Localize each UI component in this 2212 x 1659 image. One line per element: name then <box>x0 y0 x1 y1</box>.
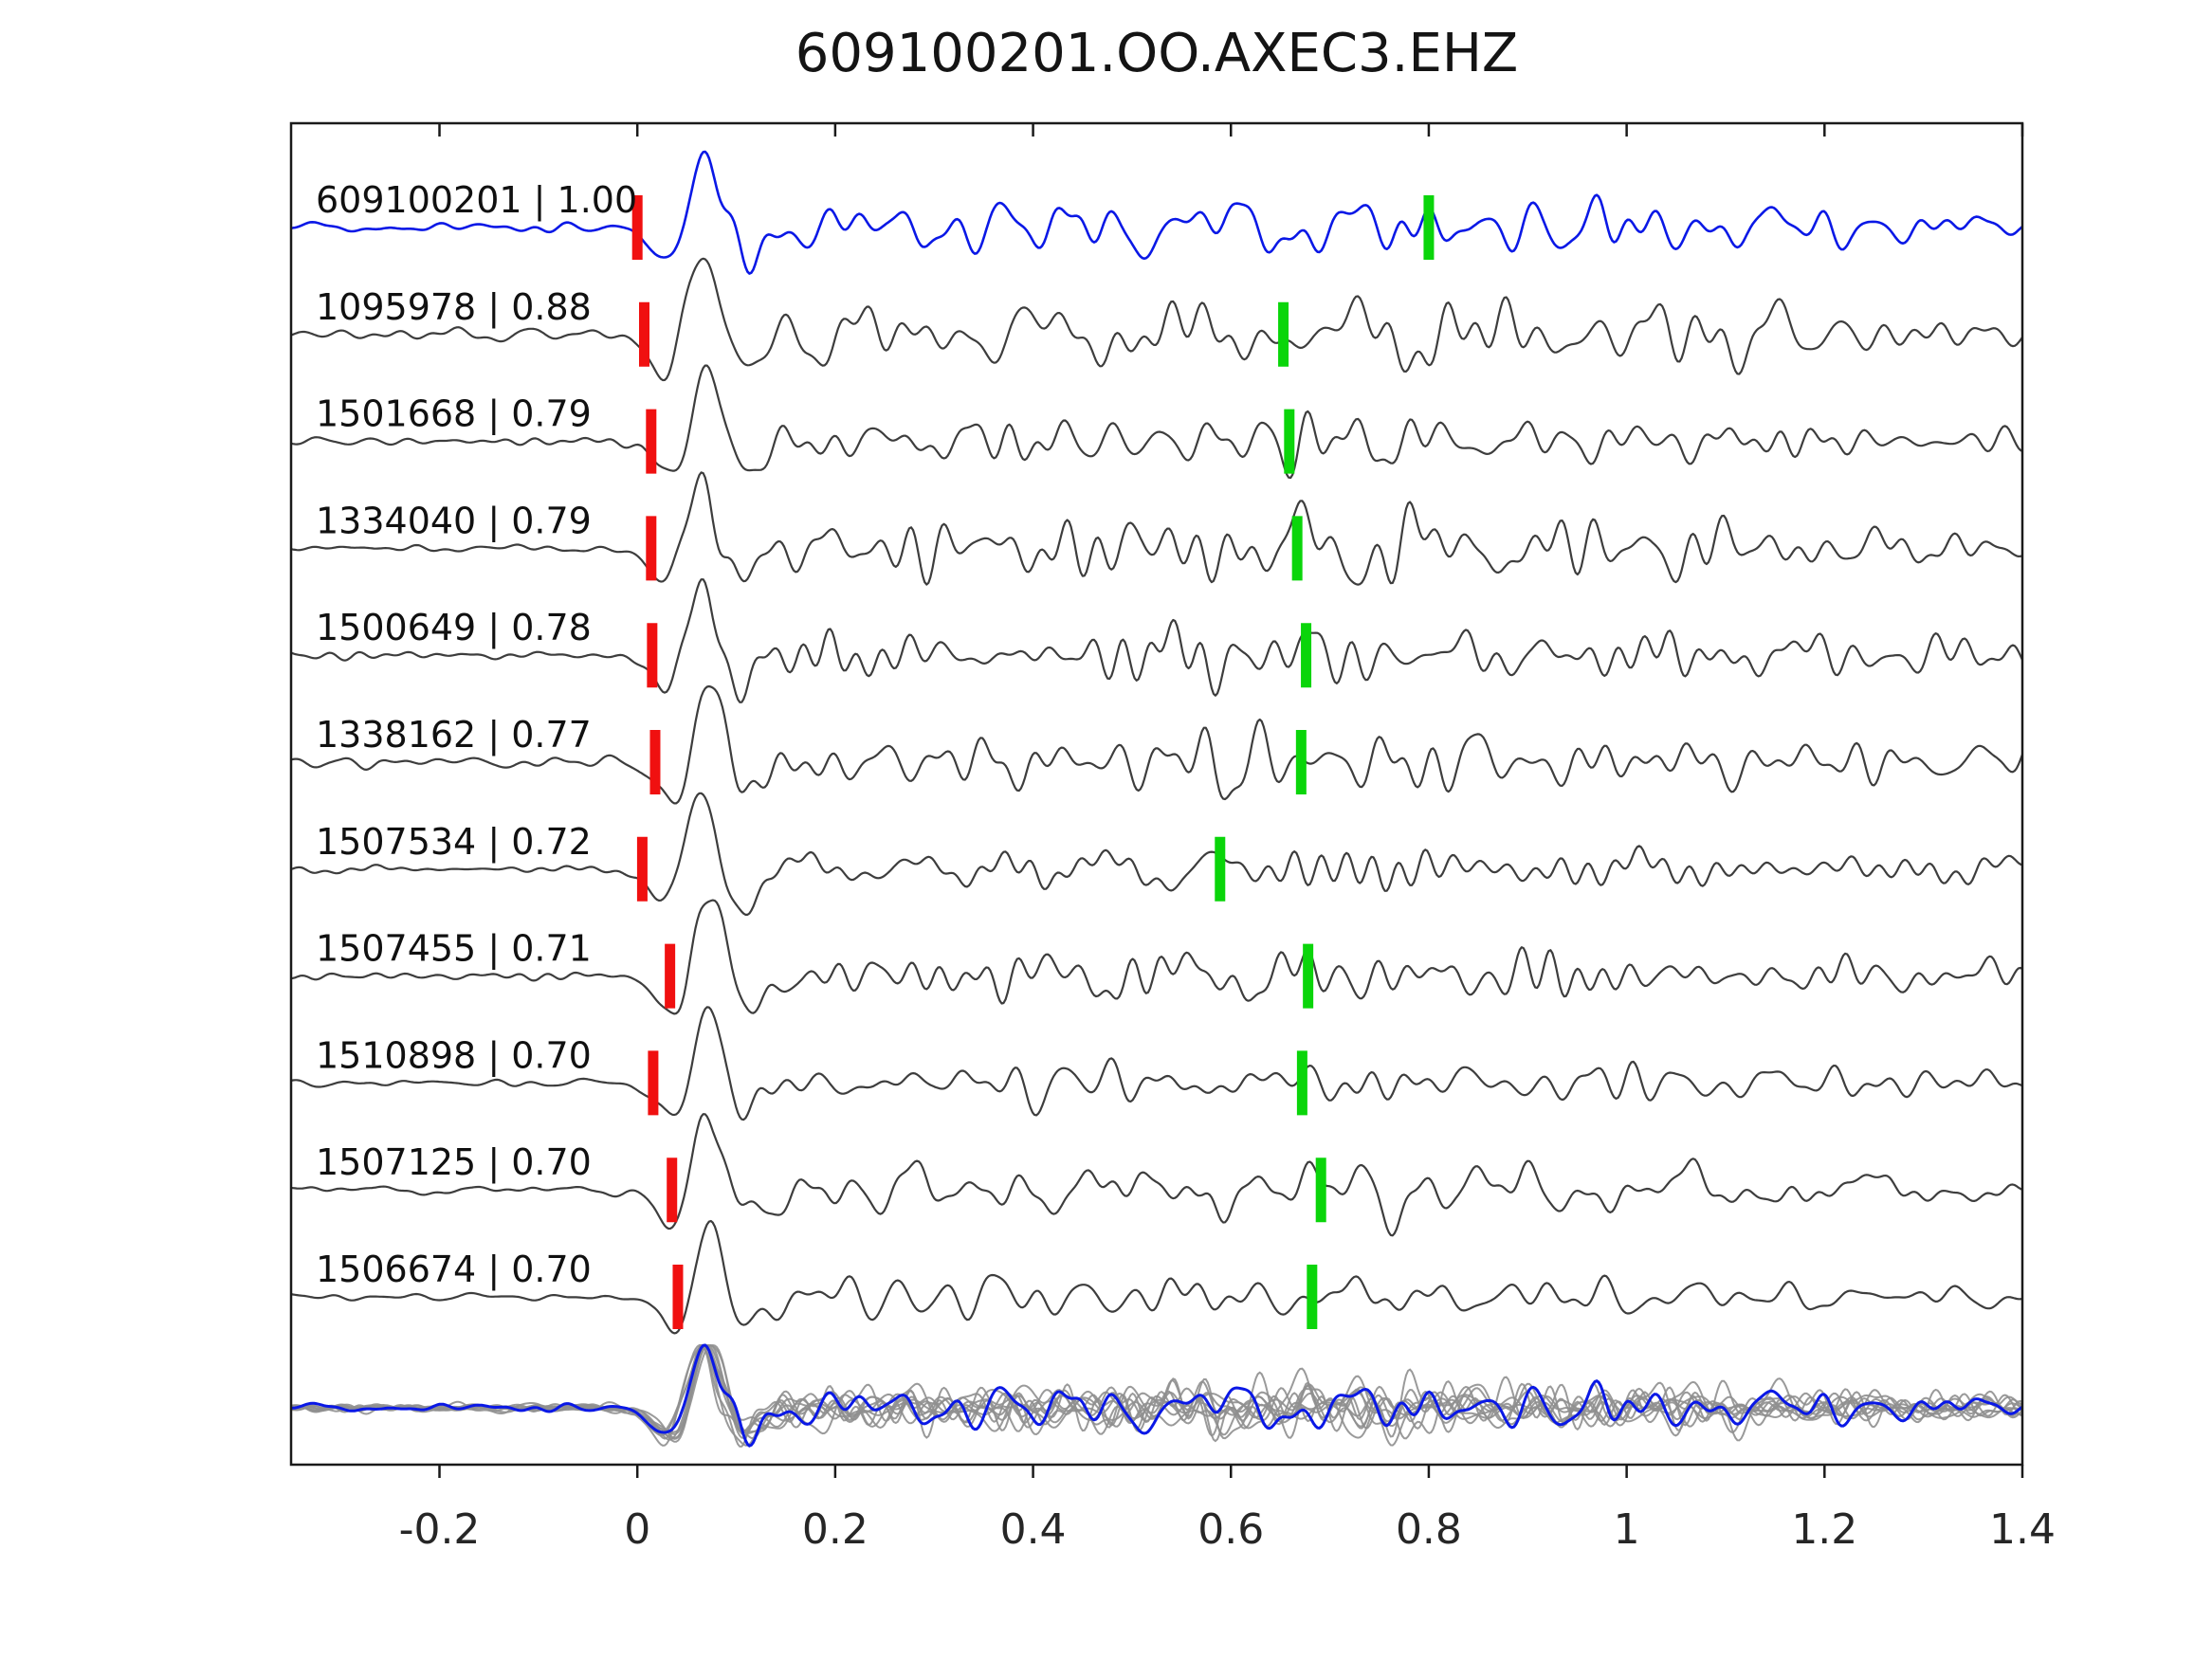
trace-label: 1507455 | 0.71 <box>316 928 592 971</box>
x-tick-label: 0.6 <box>1197 1505 1264 1554</box>
trace-label: 1510898 | 0.70 <box>316 1034 592 1077</box>
x-tick-label: 1 <box>1614 1505 1640 1554</box>
trace-label: 1338162 | 0.77 <box>316 714 592 757</box>
overlay-waveform-1506674 <box>291 1343 2022 1439</box>
overlay-waveform-1507125 <box>291 1344 2022 1447</box>
trace-waveform-1501668 <box>291 364 2022 480</box>
trace-label: 1507125 | 0.70 <box>316 1141 592 1184</box>
trace-label: 1501668 | 0.79 <box>316 393 592 436</box>
trace-label: 1500649 | 0.78 <box>316 607 592 649</box>
x-tick-label: 0 <box>624 1505 650 1554</box>
trace-label: 1506674 | 0.70 <box>316 1249 592 1291</box>
trace-waveform-609100201 <box>291 150 2022 275</box>
trace-waveform-1095978 <box>291 257 2022 382</box>
plot-border <box>289 121 2024 1467</box>
overlay-waveform-1338162 <box>291 1343 2022 1443</box>
trace-waveform-1334040 <box>291 471 2022 586</box>
trace-waveform-1507125 <box>291 1113 2022 1237</box>
trace-label: 1334040 | 0.79 <box>316 500 592 542</box>
trace-waveform-1506674 <box>291 1219 2022 1335</box>
trace-label: 1095978 | 0.88 <box>316 286 592 329</box>
x-tick-label: -0.2 <box>399 1505 481 1554</box>
overlay-waveform-1507455 <box>291 1343 2022 1440</box>
trace-label: 609100201 | 1.00 <box>316 179 637 222</box>
template-overlay-waveform <box>291 1343 2022 1448</box>
trace-label: 1507534 | 0.72 <box>316 821 592 864</box>
trace-waveform-1507455 <box>291 899 2022 1015</box>
trace-waveform-1338162 <box>291 684 2022 805</box>
overlay-waveform-1334040 <box>291 1343 2022 1439</box>
trace-waveform-1500649 <box>291 578 2022 703</box>
x-tick-label: 1.2 <box>1791 1505 1857 1554</box>
x-tick-label: 0.2 <box>802 1505 868 1554</box>
x-tick-label: 0.4 <box>1000 1505 1067 1554</box>
trace-waveform-1507534 <box>291 792 2022 916</box>
trace-waveform-1510898 <box>291 1006 2022 1121</box>
x-tick-label: 0.8 <box>1396 1505 1462 1554</box>
traces-area: 609100201 | 1.00 1095978 | 0.88 1501668 | … <box>291 150 2022 1448</box>
overlay-waveform-1501668 <box>291 1344 2022 1439</box>
plot-title: 609100201.OO.AXEC3.EHZ <box>795 23 1519 84</box>
x-tick-label: 1.4 <box>1989 1505 2056 1554</box>
overlay-waveform-1510898 <box>291 1343 2022 1439</box>
